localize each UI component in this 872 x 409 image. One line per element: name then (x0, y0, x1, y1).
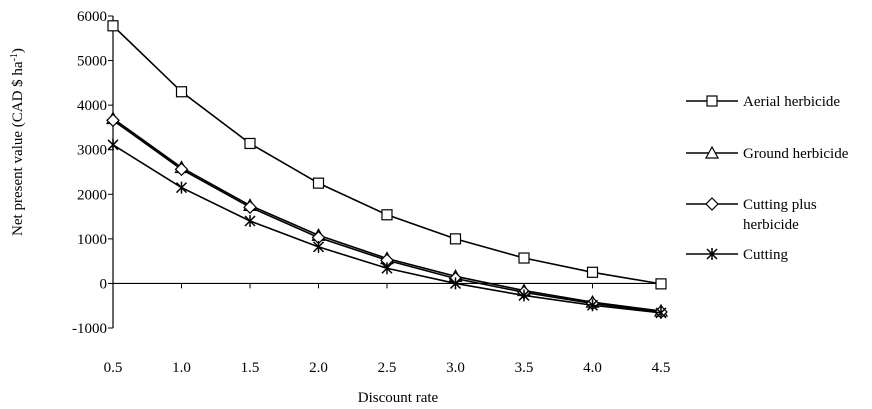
legend-label-aerial-herbicide: Aerial herbicide (743, 94, 840, 110)
point-cutting (312, 240, 325, 253)
x-tick-label: 2.5 (378, 360, 397, 376)
y-axis-title-main: Net present value (CAD $ ha (10, 61, 26, 236)
legend-item-cutting: Cutting (686, 247, 789, 263)
point-cutting (449, 277, 462, 290)
point-cutting (586, 299, 599, 312)
legend-label-cutting-plus-herbicide: Cutting plus (743, 197, 817, 213)
legend-label-cutting-plus-herbicide: herbicide (743, 217, 799, 233)
legend-marker-aerial-herbicide (706, 95, 718, 107)
x-tick-label: 1.0 (172, 360, 191, 376)
axes: 6000 5000 4000 3000 2000 1000 0 -1000 0.5 1.0 1.5 2… (72, 9, 670, 376)
y-axis-title-superscript: -1 (9, 53, 20, 61)
y-tick-label: 5000 (77, 54, 107, 70)
legend-item-ground-herbicide: Ground herbicide (686, 145, 849, 162)
x-tick-label: 3.5 (515, 360, 534, 376)
y-tick-label: -1000 (72, 321, 107, 337)
x-tick-label: 4.0 (583, 360, 602, 376)
point-aerial-herbicide (107, 20, 119, 32)
series-cutting (107, 138, 667, 319)
x-axis-title: Discount rate (358, 390, 439, 406)
point-cutting (244, 215, 256, 228)
point-cutting (175, 181, 188, 194)
y-tick-label: 0 (100, 276, 108, 292)
point-aerial-herbicide (655, 278, 667, 290)
y-tick-label: 2000 (77, 187, 107, 203)
x-tick-label: 3.0 (446, 360, 465, 376)
point-aerial-herbicide (381, 209, 393, 221)
point-aerial-herbicide (449, 233, 462, 245)
x-tick-label: 0.5 (104, 360, 123, 376)
y-axis-title-suffix: ) (10, 48, 26, 53)
point-aerial-herbicide (244, 137, 256, 150)
point-aerial-herbicide (586, 266, 599, 278)
legend-marker-ground-herbicide (704, 145, 720, 159)
y-tick-label: 4000 (77, 98, 107, 114)
point-cutting-plus-herbicide (243, 200, 257, 215)
series-aerial-herbicide (107, 20, 667, 290)
legend: Aerial herbicide Ground herbicide Cutting … (686, 94, 849, 263)
point-cutting (381, 262, 393, 275)
x-tick-label: 2.0 (309, 360, 328, 376)
point-cutting-plus-herbicide (106, 113, 120, 128)
point-cutting-plus-herbicide (174, 162, 189, 177)
point-aerial-herbicide (518, 252, 530, 264)
legend-label-cutting: Cutting (743, 247, 789, 263)
point-cutting (655, 306, 667, 319)
series-line-aerial-herbicide (112, 25, 662, 285)
y-tick-label: 3000 (77, 143, 107, 159)
legend-item-aerial-herbicide: Aerial herbicide (686, 94, 840, 110)
x-tick-label: 4.5 (652, 360, 671, 376)
point-cutting (107, 138, 119, 151)
legend-marker-cutting (706, 248, 718, 260)
series-layer (105, 20, 669, 319)
legend-marker-cutting-plus-herbicide (705, 197, 719, 211)
point-cutting (518, 289, 530, 302)
legend-label-ground-herbicide: Ground herbicide (743, 146, 849, 162)
y-tick-label: 6000 (77, 9, 107, 25)
legend-item-cutting-plus-herbicide: Cutting plus herbicide (686, 197, 817, 233)
x-tick-label: 1.5 (241, 360, 260, 376)
y-tick-label: 1000 (77, 232, 107, 248)
point-aerial-herbicide (175, 86, 188, 98)
y-axis-title: Net present value (CAD $ ha-1) (9, 48, 27, 236)
point-aerial-herbicide (312, 177, 325, 189)
